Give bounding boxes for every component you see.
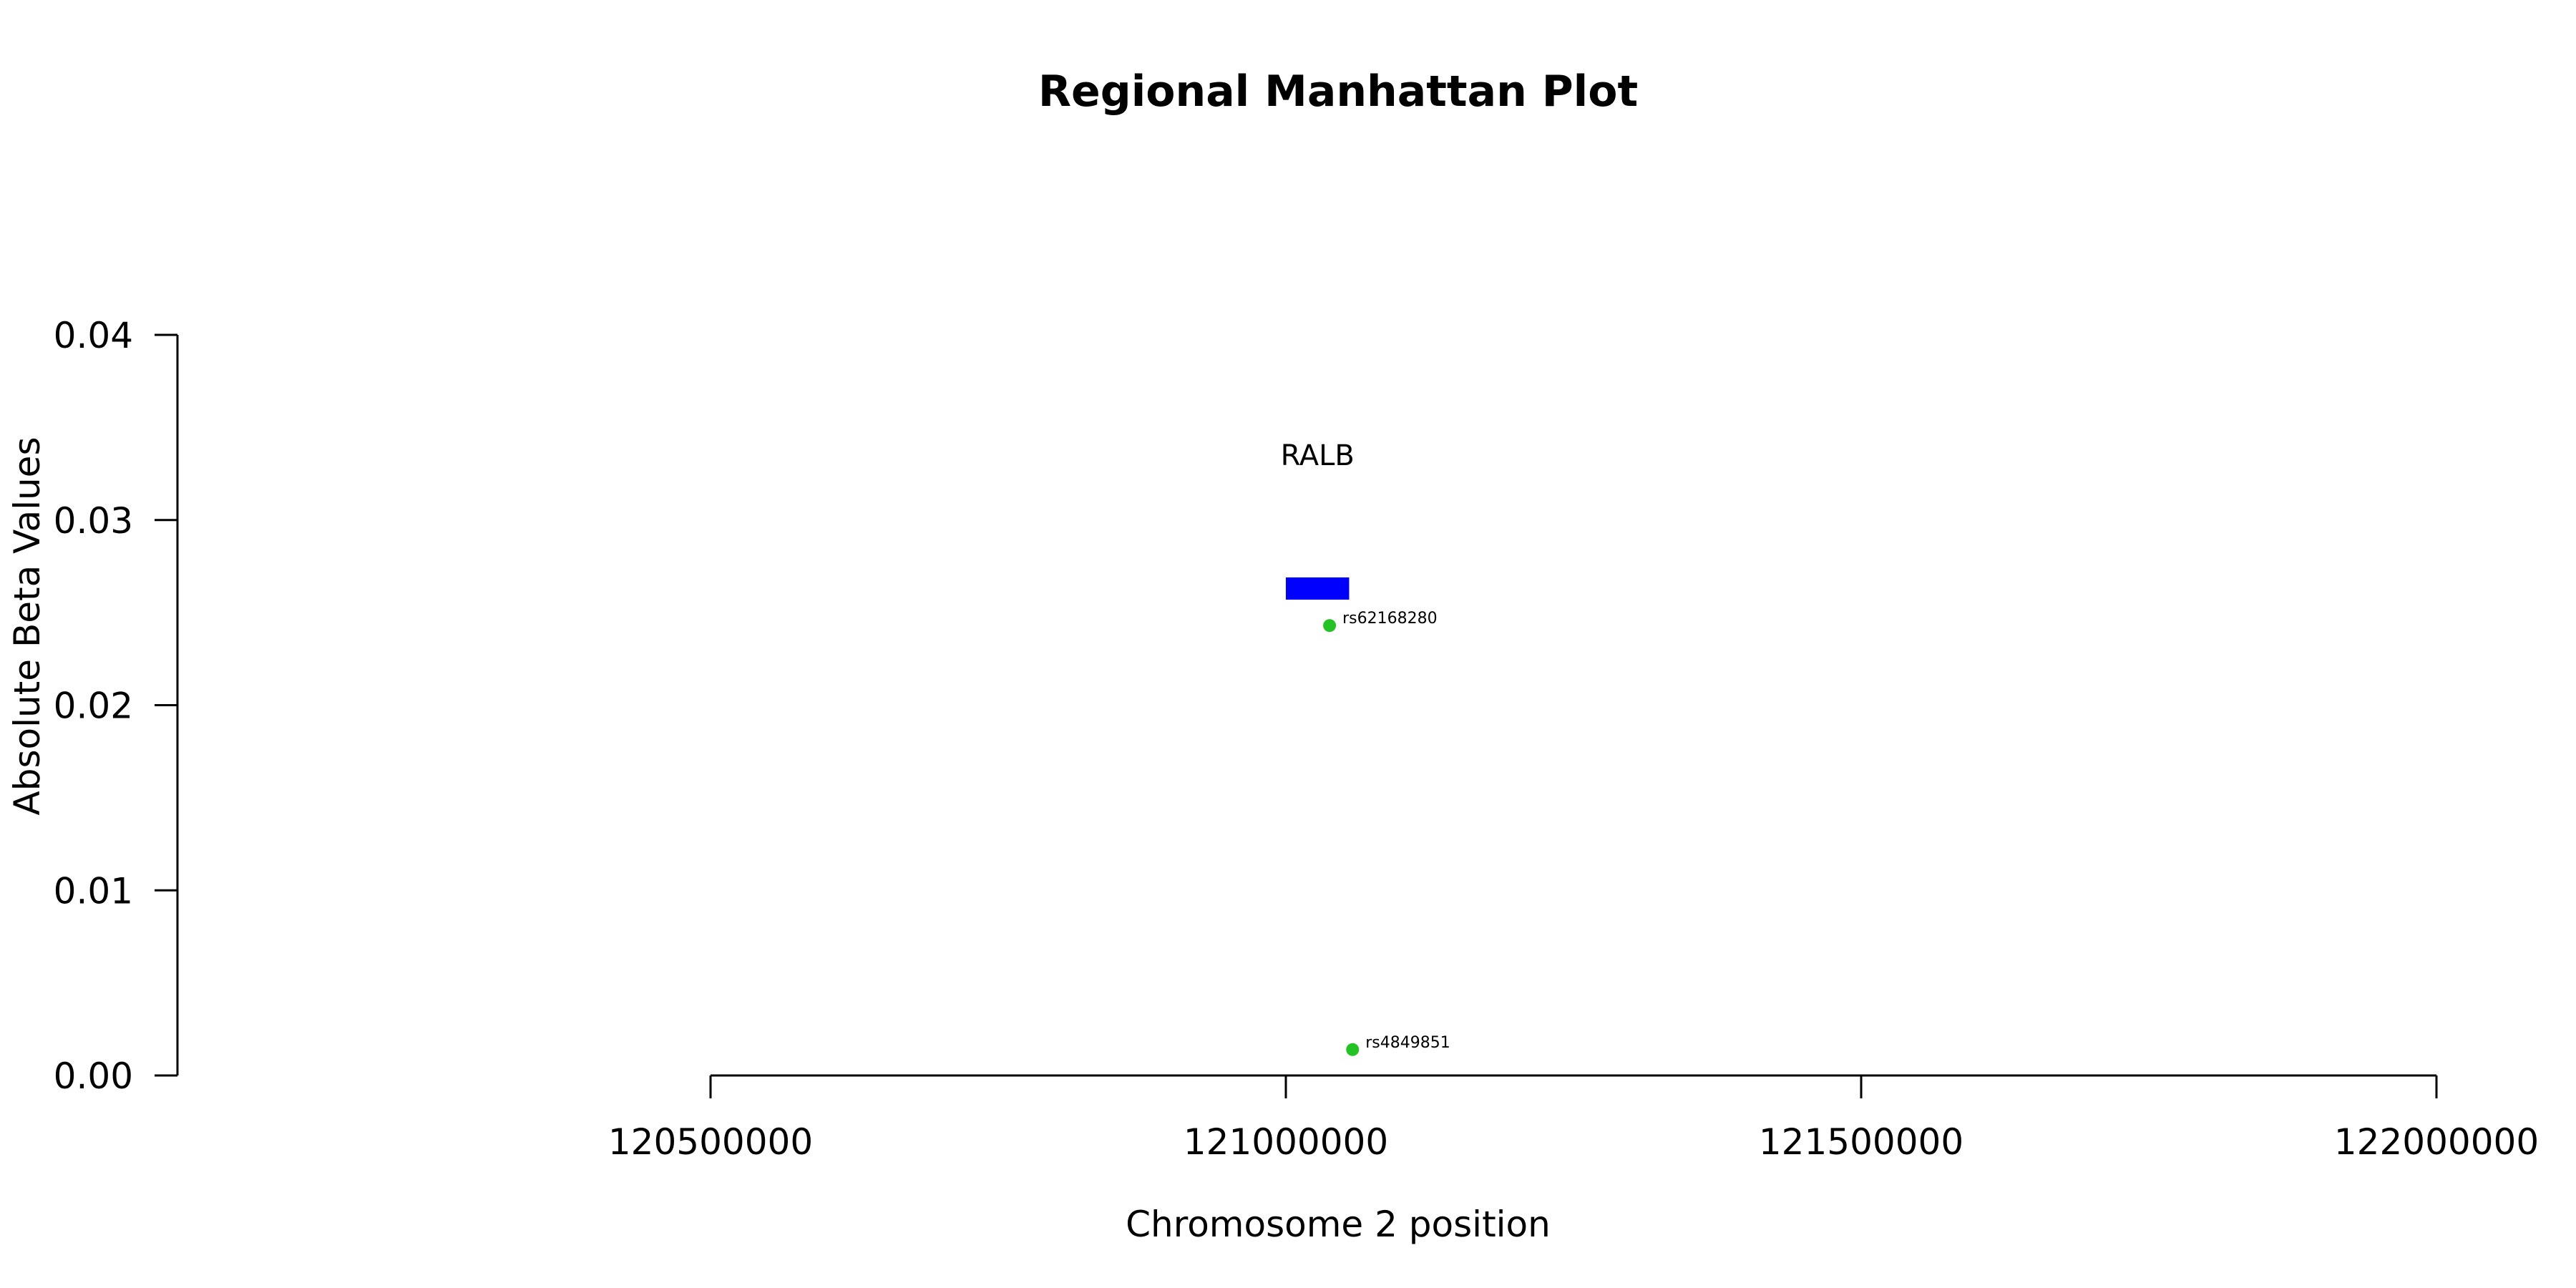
x-tick-label: 121500000 (1759, 1121, 1963, 1163)
y-tick-label: 0.00 (54, 1055, 133, 1097)
y-tick-label: 0.01 (54, 870, 133, 912)
snp-points: rs62168280 rs4849851 (1323, 610, 1450, 1056)
gene-label: RALB (1281, 439, 1355, 472)
gene-bar (1286, 577, 1350, 600)
snp-point (1346, 1043, 1360, 1056)
snp-point (1323, 619, 1337, 633)
x-axis-label: Chromosome 2 position (1126, 1204, 1551, 1245)
y-axis: 0.00 0.01 0.02 0.03 0.04 (54, 315, 179, 1097)
chart-title: Regional Manhattan Plot (1038, 67, 1638, 117)
y-axis-label: Absolute Beta Values (6, 437, 48, 816)
snp-label: rs62168280 (1342, 610, 1437, 628)
y-tick-label: 0.02 (54, 686, 133, 727)
y-tick-label: 0.04 (54, 315, 133, 356)
y-tick-label: 0.03 (54, 500, 133, 542)
gene-track: RALB (1281, 439, 1355, 600)
x-tick-label: 121000000 (1184, 1121, 1388, 1163)
x-axis: 120500000 121000000 121500000 122000000 (608, 1074, 2539, 1163)
x-tick-label: 120500000 (608, 1121, 813, 1163)
snp-label: rs4849851 (1365, 1034, 1450, 1052)
x-tick-label: 122000000 (2334, 1121, 2539, 1163)
